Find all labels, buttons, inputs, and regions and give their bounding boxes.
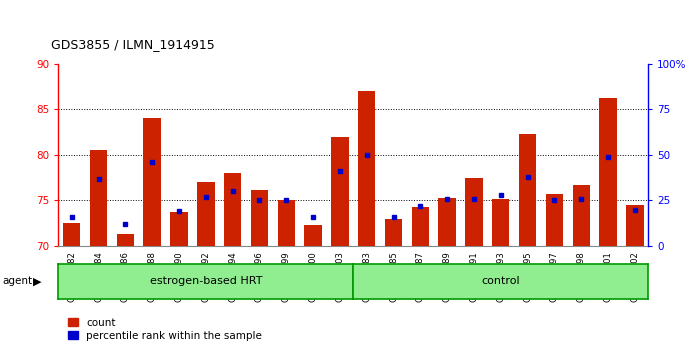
Text: ▶: ▶ — [33, 276, 41, 286]
Bar — [197, 182, 215, 246]
Bar — [412, 207, 429, 246]
Bar — [519, 134, 536, 246]
Bar — [626, 205, 643, 246]
Bar — [331, 137, 348, 246]
Bar — [170, 212, 188, 246]
Text: GDS3855 / ILMN_1914915: GDS3855 / ILMN_1914915 — [51, 38, 215, 51]
Bar — [250, 190, 268, 246]
Bar — [224, 173, 241, 246]
Bar — [573, 185, 590, 246]
Bar — [143, 119, 161, 246]
Bar — [385, 219, 402, 246]
Text: control: control — [482, 276, 520, 286]
Bar — [545, 194, 563, 246]
Bar — [358, 91, 375, 246]
Bar — [492, 199, 510, 246]
Bar — [305, 225, 322, 246]
Bar — [600, 98, 617, 246]
Bar — [465, 178, 483, 246]
Bar — [90, 150, 107, 246]
Text: agent: agent — [3, 276, 33, 286]
Text: estrogen-based HRT: estrogen-based HRT — [150, 276, 262, 286]
Legend: count, percentile rank within the sample: count, percentile rank within the sample — [64, 314, 266, 345]
Bar — [117, 234, 134, 246]
Bar — [438, 198, 456, 246]
Bar — [63, 223, 80, 246]
Bar — [278, 200, 295, 246]
